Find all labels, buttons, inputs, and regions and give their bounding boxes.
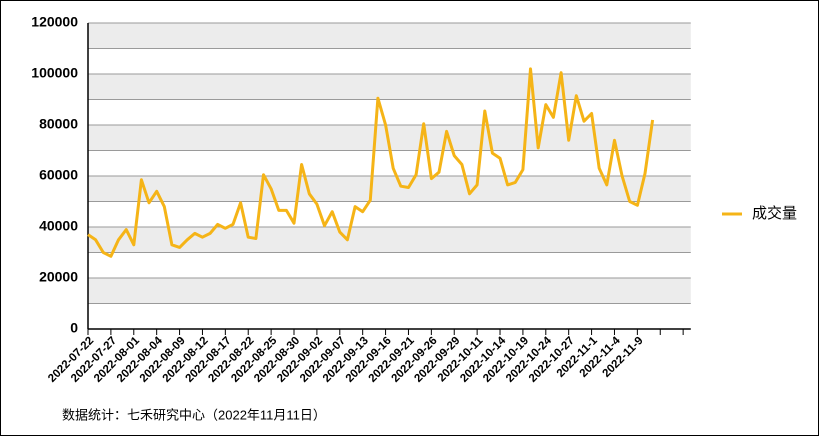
- y-tick-label: 120000: [31, 14, 78, 30]
- legend-label: 成交量: [752, 204, 797, 222]
- y-tick-label: 0: [70, 320, 78, 336]
- bands: [88, 23, 691, 304]
- data-line: [87, 67, 655, 258]
- y-tick-label: 100000: [31, 65, 78, 81]
- y-tick-label: 40000: [39, 218, 78, 234]
- grid-band: [88, 23, 691, 49]
- grid-band: [88, 176, 691, 202]
- grid-band: [88, 227, 691, 253]
- y-tick-label: 20000: [39, 269, 78, 285]
- source-note: 数据统计：七禾研究中心（2022年11月11日）: [62, 407, 326, 422]
- grid-band: [88, 278, 691, 304]
- y-tick-label: 80000: [39, 116, 78, 132]
- grid-band: [88, 74, 691, 100]
- y-tick-label: 60000: [39, 167, 78, 183]
